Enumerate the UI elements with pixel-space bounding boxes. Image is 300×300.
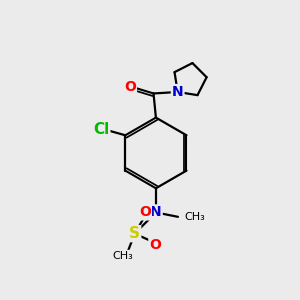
Text: S: S	[129, 226, 140, 241]
Text: CH₃: CH₃	[184, 212, 205, 222]
Text: O: O	[139, 206, 151, 219]
Text: O: O	[149, 238, 161, 252]
Text: N: N	[172, 85, 184, 99]
Text: O: O	[124, 80, 136, 94]
Text: N: N	[150, 206, 162, 219]
Text: CH₃: CH₃	[112, 251, 133, 261]
Text: Cl: Cl	[93, 122, 109, 137]
